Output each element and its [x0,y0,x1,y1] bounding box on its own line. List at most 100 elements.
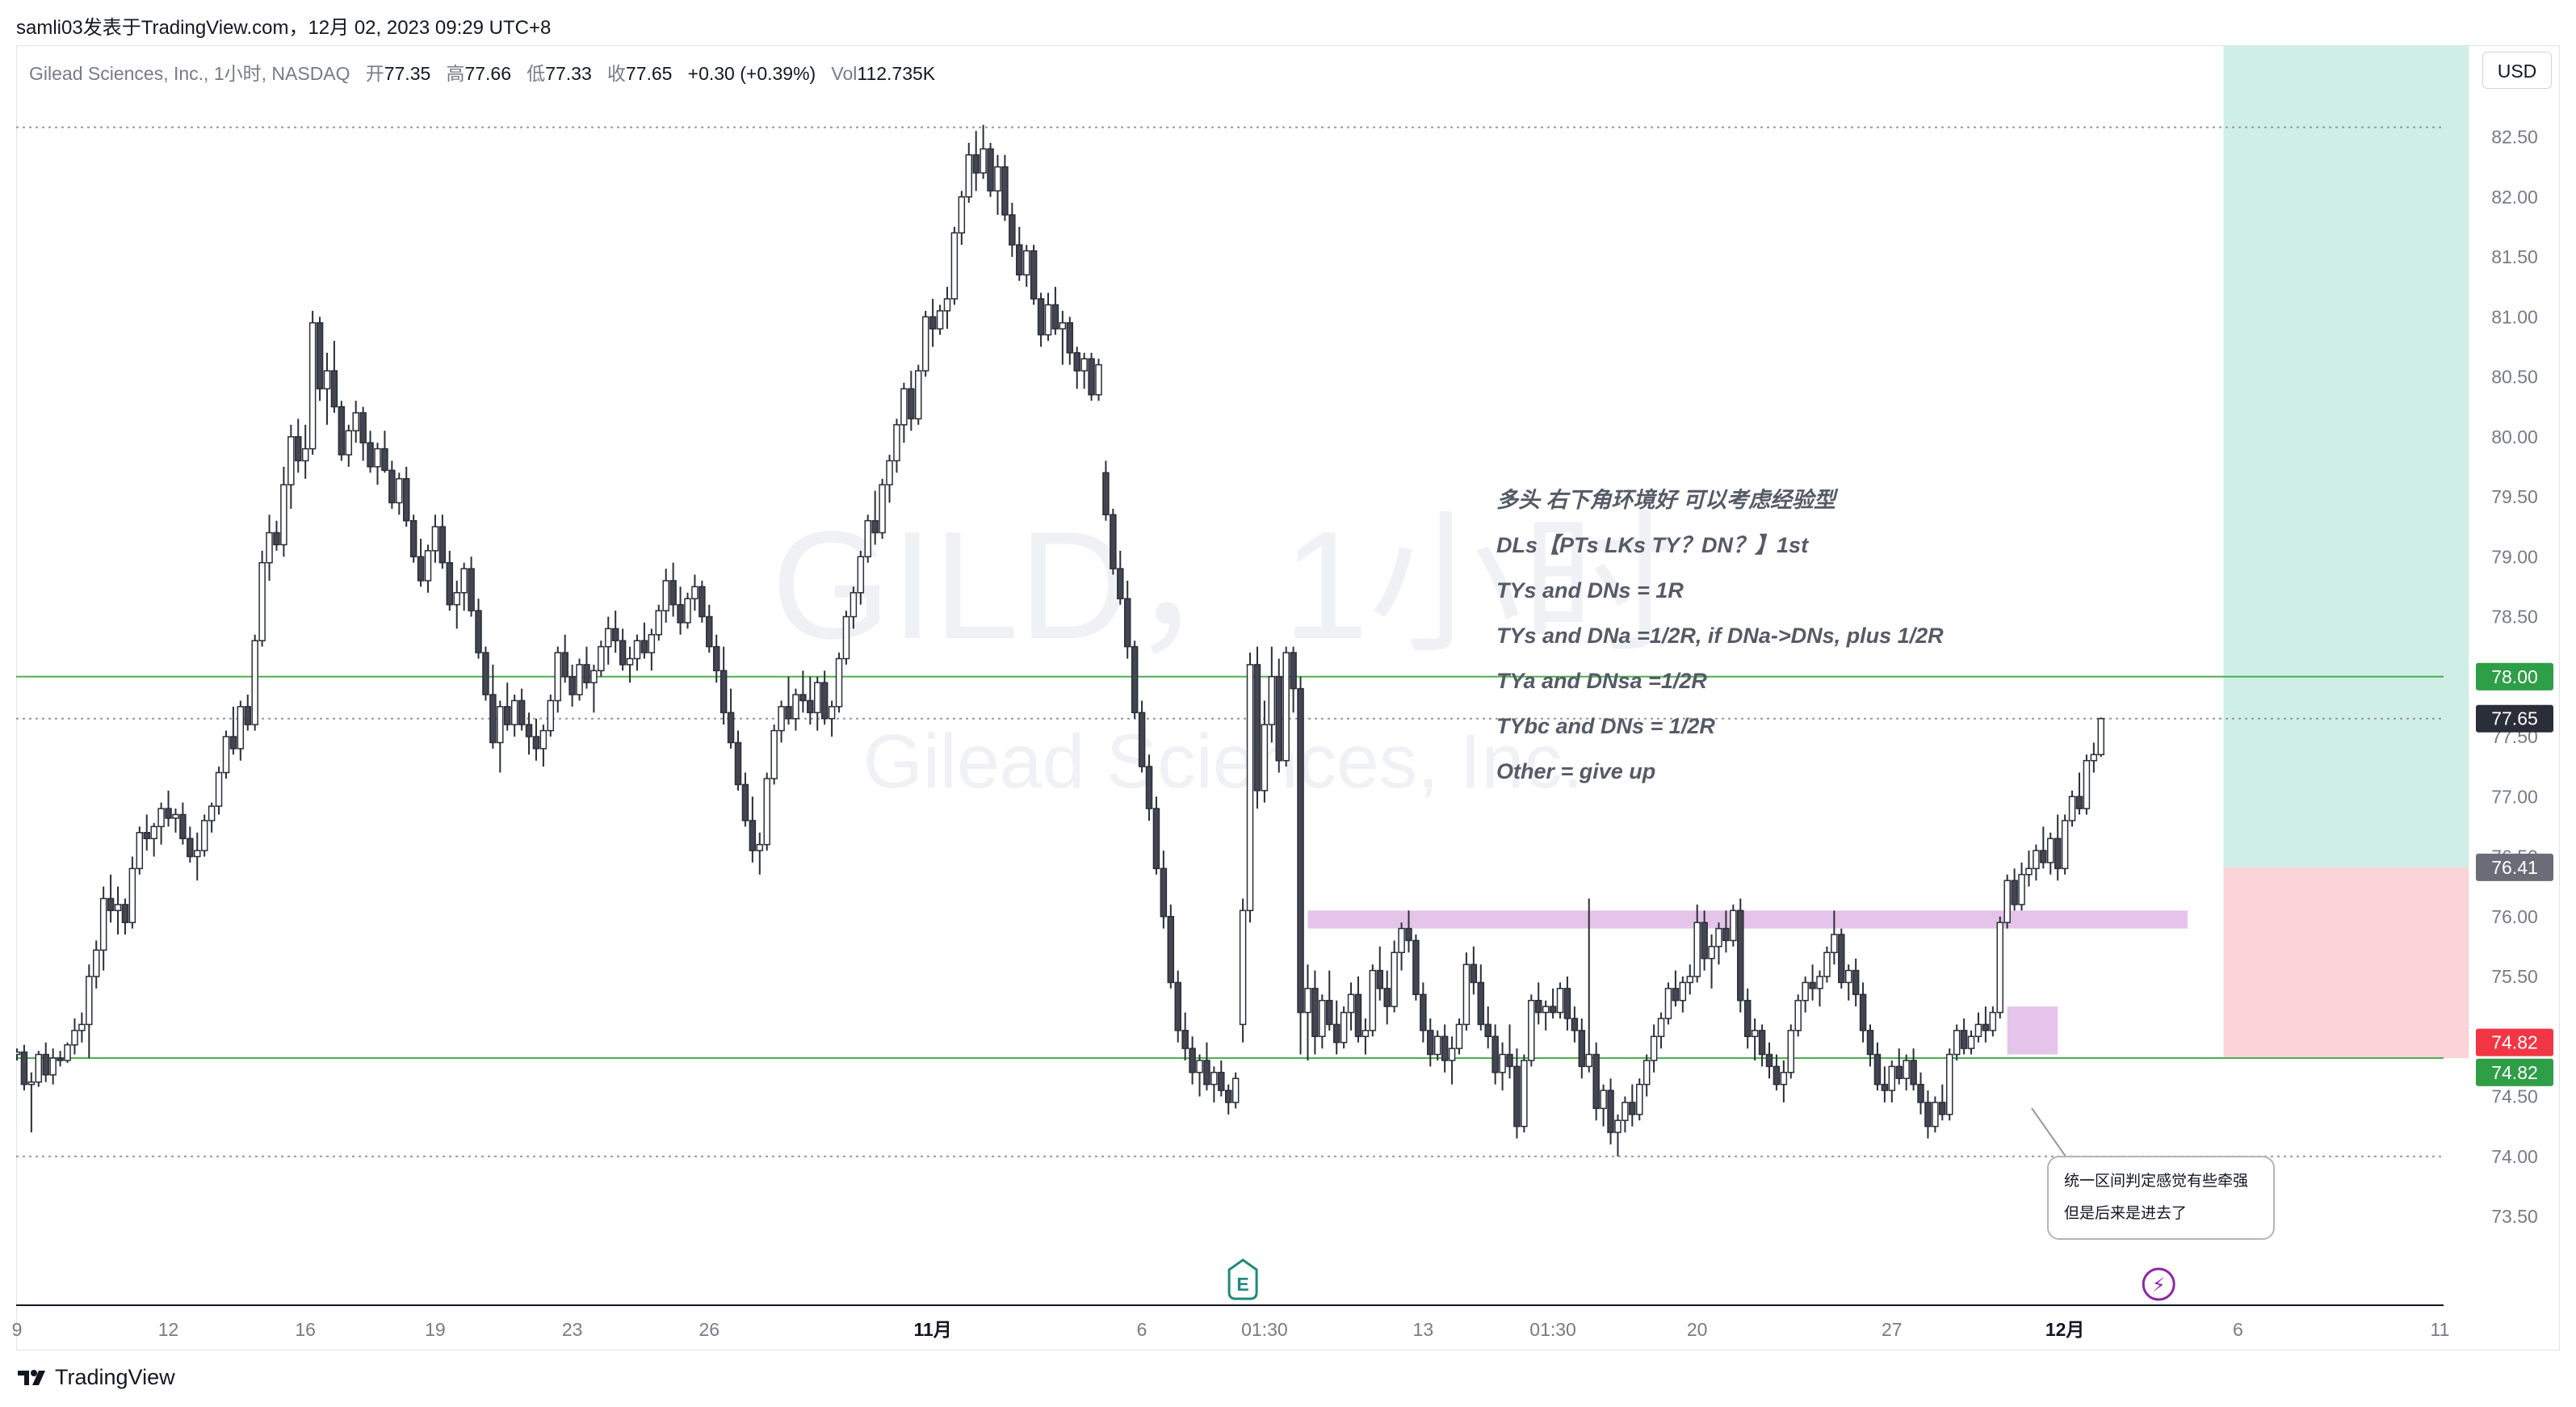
candle[interactable] [1701,910,1708,971]
candle[interactable] [460,562,468,611]
candle[interactable] [850,586,858,629]
candle[interactable] [194,832,201,881]
candle[interactable] [157,802,165,845]
candle[interactable] [525,712,533,755]
candle[interactable] [1123,580,1131,659]
annotation-line-2[interactable]: DLs【PTs LKs TY？DN？】1st [1496,533,1809,557]
candle[interactable] [633,634,641,671]
candle[interactable] [49,1048,57,1085]
candle[interactable] [1138,700,1146,773]
candle[interactable] [1521,1054,1528,1133]
candle[interactable] [900,382,908,443]
price-badge-green[interactable]: 78.00 [2476,662,2553,691]
candle[interactable] [172,808,179,833]
candle[interactable] [1311,970,1319,1055]
resistance-zone[interactable] [1307,910,2188,929]
candle[interactable] [1852,958,1860,1007]
candle[interactable] [1636,1078,1643,1121]
candle[interactable] [1780,1060,1788,1102]
candle[interactable] [424,544,432,593]
candle[interactable] [1224,1084,1232,1115]
candle[interactable] [121,898,129,935]
candle[interactable] [1095,359,1102,401]
candle[interactable] [1686,964,1694,995]
candle[interactable] [648,628,656,671]
candle[interactable] [1080,352,1088,389]
candle[interactable] [1715,922,1722,965]
candle[interactable] [539,724,548,767]
candle[interactable] [1022,245,1030,288]
candle[interactable] [20,1044,28,1091]
candle[interactable] [1592,1042,1600,1121]
candle[interactable] [1304,964,1311,1060]
currency-button[interactable]: USD [2482,52,2552,89]
candle[interactable] [1542,1000,1550,1031]
price-badge-dark[interactable]: 77.65 [2476,704,2553,733]
candle[interactable] [1326,970,1333,1031]
candle[interactable] [489,664,497,749]
candle[interactable] [1160,850,1168,929]
candle[interactable] [165,790,172,827]
candle[interactable] [1391,940,1398,1013]
candle[interactable] [2061,814,2069,875]
candle[interactable] [828,700,836,737]
stop-zone[interactable] [2223,867,2469,1058]
candle[interactable] [2018,862,2025,911]
candle[interactable] [1585,898,1592,1073]
candle[interactable] [1622,1096,1629,1133]
candle[interactable] [1477,964,1485,1031]
candle[interactable] [2025,850,2033,887]
candle[interactable] [763,772,770,851]
candle[interactable] [1412,934,1420,1001]
candle[interactable] [1600,1084,1607,1127]
candle[interactable] [1117,550,1124,605]
candle[interactable] [251,634,258,731]
candle[interactable] [1773,1054,1781,1091]
candle[interactable] [179,802,187,845]
candle[interactable] [741,772,749,827]
candle[interactable] [301,424,309,479]
candle[interactable] [727,688,735,749]
candle[interactable] [374,443,381,485]
candle[interactable] [1448,1036,1456,1085]
candle[interactable] [720,646,728,725]
candle[interactable] [987,142,994,197]
candle[interactable] [42,1042,49,1082]
candle[interactable] [1549,988,1557,1018]
candle[interactable] [2097,717,2105,758]
candle[interactable] [568,664,576,707]
candle[interactable] [807,676,814,725]
candle[interactable] [2083,754,2091,815]
candle[interactable] [1571,1006,1579,1043]
candle[interactable] [2090,742,2098,773]
candle[interactable] [1261,700,1269,803]
dividend-icon[interactable]: ⚡ [2142,1267,2175,1301]
candle[interactable] [1873,1042,1882,1091]
annotation-line-7[interactable]: Other = give up [1496,759,1655,783]
candle[interactable] [611,611,619,653]
candle[interactable] [921,310,929,377]
candle[interactable] [330,340,338,414]
candle[interactable] [1802,976,1809,1013]
candle[interactable] [35,1051,43,1087]
candle[interactable] [1009,203,1016,257]
candle[interactable] [64,1042,71,1063]
candle[interactable] [1420,982,1427,1043]
candle[interactable] [1427,1018,1434,1067]
candle[interactable] [143,814,150,851]
candle[interactable] [86,964,93,1058]
candle[interactable] [1607,1078,1614,1144]
candle[interactable] [1679,976,1687,1013]
candle[interactable] [619,628,627,671]
candle[interactable] [691,574,699,611]
candle[interactable] [71,1018,78,1055]
candle[interactable] [2075,772,2083,815]
candle[interactable] [453,580,460,629]
candle[interactable] [583,646,590,689]
candle[interactable] [99,886,107,971]
candle[interactable] [1563,976,1571,1031]
candle[interactable] [532,718,540,761]
candle[interactable] [1996,916,2003,1018]
tradingview-logo[interactable]: TradingView [16,1365,175,1390]
candle[interactable] [1888,1060,1896,1102]
